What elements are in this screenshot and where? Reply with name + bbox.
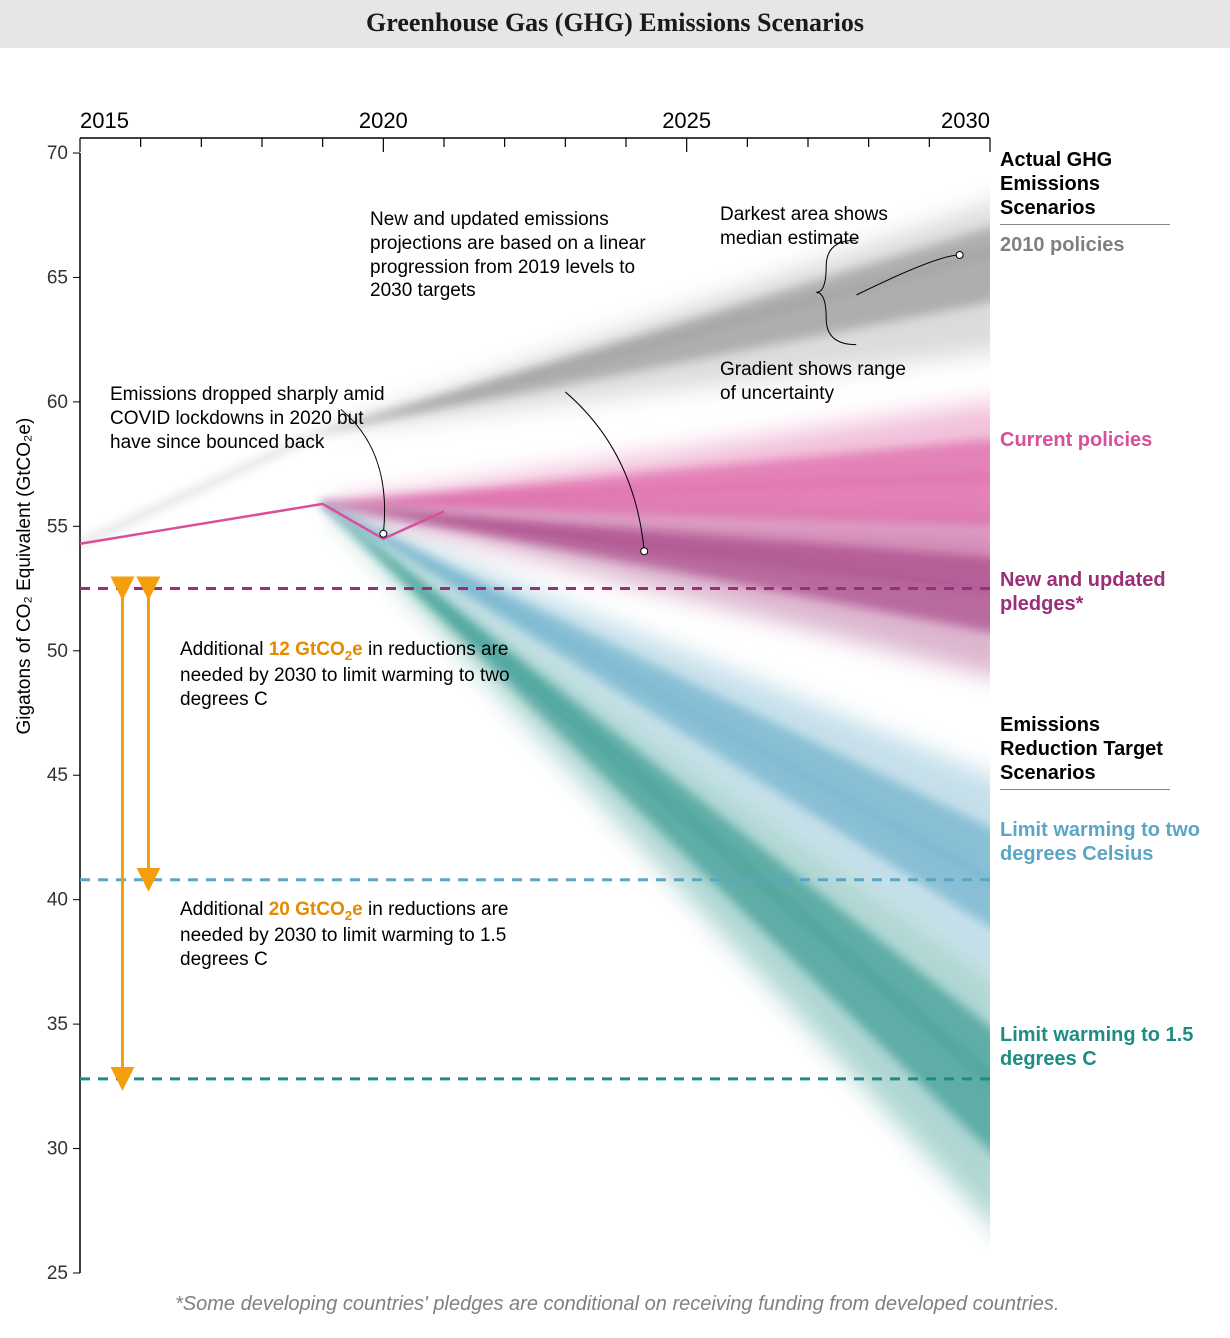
svg-text:2015: 2015	[80, 108, 129, 133]
svg-text:2025: 2025	[662, 108, 711, 133]
side-heading-targets: Emissions Reduction Target Scenarios	[1000, 713, 1200, 796]
svg-text:30: 30	[47, 1139, 68, 1160]
annotation-median: Darkest area shows median estimate	[720, 203, 940, 251]
side-label-two-degrees: Limit warming to two degrees Celsius	[1000, 818, 1200, 866]
svg-text:35: 35	[47, 1014, 68, 1035]
annotation-gap-20: Additional 20 GtCO2e in reductions are n…	[180, 898, 520, 972]
annotation-covid: Emissions dropped sharply amid COVID loc…	[110, 383, 390, 454]
svg-text:2020: 2020	[359, 108, 408, 133]
svg-text:65: 65	[47, 267, 68, 288]
figure-area: 2015 2020 2025 2030 25 30 35 40 45 50 55 60 65 70 Giga…	[0, 48, 1230, 1338]
chart-title: Greenhouse Gas (GHG) Emissions Scenarios	[0, 8, 1230, 38]
side-label-current-policies: Current policies	[1000, 428, 1200, 452]
side-label-pledges: New and updated pledges*	[1000, 568, 1200, 616]
svg-text:25: 25	[47, 1263, 68, 1284]
title-bar: Greenhouse Gas (GHG) Emissions Scenarios	[0, 0, 1230, 48]
side-heading-actual: Actual GHG Emissions Scenarios	[1000, 148, 1200, 231]
svg-text:Gigatons of CO₂ Equivalent (Gt: Gigatons of CO₂ Equivalent (GtCO₂e)	[14, 418, 35, 735]
side-label-1-5-degrees: Limit warming to 1.5 degrees C	[1000, 1023, 1200, 1071]
svg-text:70: 70	[47, 143, 68, 164]
annotation-gap-12: Additional 12 GtCO2e in reductions are n…	[180, 638, 520, 712]
svg-text:40: 40	[47, 890, 68, 911]
svg-text:60: 60	[47, 392, 68, 413]
annotation-uncertainty: Gradient shows range of uncertainty	[720, 358, 920, 406]
footnote: *Some developing countries' pledges are …	[175, 1293, 1175, 1316]
side-label-2010-policies: 2010 policies	[1000, 233, 1200, 257]
svg-text:50: 50	[47, 641, 68, 662]
svg-text:45: 45	[47, 765, 68, 786]
annotation-linear-projection: New and updated emissions projections ar…	[370, 208, 670, 303]
svg-text:2030: 2030	[941, 108, 990, 133]
svg-text:55: 55	[47, 516, 68, 537]
